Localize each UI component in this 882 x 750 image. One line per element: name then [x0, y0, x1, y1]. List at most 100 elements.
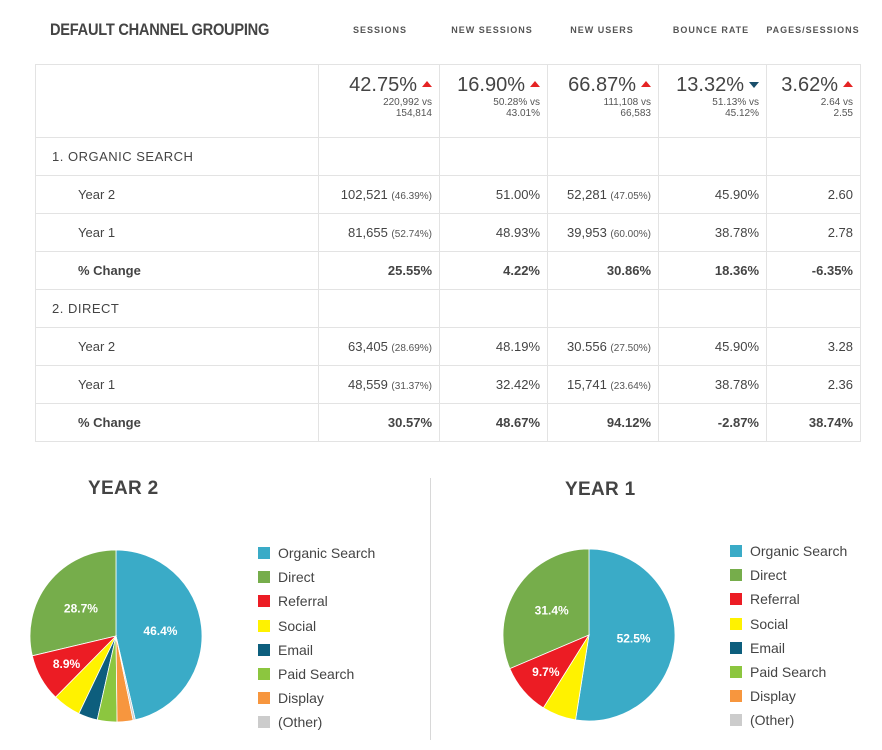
legend-item-direct: Direct [730, 563, 847, 587]
legend-label: Direct [750, 567, 787, 584]
row-label: Year 2 [35, 175, 319, 214]
col-header-pages-sessions: PAGES/SESSIONS [766, 25, 860, 35]
legend-label: Organic Search [278, 545, 376, 562]
legend-swatch [258, 668, 270, 681]
cell-bounce-rate: 38.78% [658, 213, 767, 252]
table-row-change: % Change 30.57% 48.67% 94.12% -2.87% 38.… [35, 403, 861, 442]
table-row: Year 2 63,405 (28.69%) 48.19% 30.556 (27… [35, 327, 861, 366]
channel-grouping-table: 42.75% 220,992 vs 154,814 16.90% 50.28% v… [35, 64, 861, 442]
cell-new-users: 94.12% [547, 403, 659, 442]
report-title: DEFAULT CHANNEL GROUPING [50, 20, 270, 39]
legend-swatch [258, 643, 270, 656]
legend-item-organic-search: Organic Search [730, 539, 847, 563]
legend-label: (Other) [278, 714, 323, 731]
legend-swatch [730, 545, 742, 558]
pie-chart-year-2: 46.4% 28.7% 8.9% [29, 549, 203, 723]
cell-new-sessions: 48.67% [439, 403, 548, 442]
legend-item-organic-search: Organic Search [258, 541, 375, 565]
cell-sessions: 48,559 (31.37%) [318, 365, 440, 404]
col-header-sessions: SESSIONS [352, 25, 407, 35]
row-label: Year 1 [35, 213, 319, 252]
legend-item-social: Social [730, 612, 847, 636]
cell-new-users: 30.86% [547, 251, 659, 290]
summary-new-users: 66.87% 111,108 vs 66,583 [547, 64, 659, 138]
legend-swatch [258, 619, 270, 632]
legend-swatch [258, 595, 270, 608]
trend-down-icon [749, 81, 759, 88]
cell-pages: 2.78 [766, 213, 861, 252]
legend-swatch [730, 593, 742, 606]
cell-bounce-rate: 18.36% [658, 251, 767, 290]
table-row: Year 2 102,521 (46.39%) 51.00% 52,281 (4… [35, 175, 861, 214]
summary-row: 42.75% 220,992 vs 154,814 16.90% 50.28% v… [35, 64, 861, 138]
cell-new-sessions: 48.19% [439, 327, 548, 366]
legend-item-referral: Referral [730, 587, 847, 611]
legend-item-social: Social [258, 614, 375, 638]
pie-slice-organic-search [115, 549, 203, 721]
cell-pages: 3.28 [766, 327, 861, 366]
chart-divider [430, 478, 431, 740]
legend-label: Social [750, 615, 789, 632]
row-label: % Change [35, 403, 319, 442]
table-row: Year 1 81,655 (52.74%) 48.93% 39,953 (60… [35, 213, 861, 252]
cell-bounce-rate: 38.78% [658, 365, 767, 404]
section-header-row: 1. ORGANIC SEARCH [35, 137, 861, 176]
summary-new-sessions: 16.90% 50.28% vs 43.01% [439, 64, 548, 138]
cell-pages: 2.60 [766, 175, 861, 214]
legend-item-paid-search: Paid Search [258, 662, 375, 686]
col-header-bounce-rate: BOUNCE RATE [672, 25, 750, 35]
trend-up-icon [422, 80, 432, 87]
legend-label: Referral [278, 593, 328, 610]
section-header-row: 2. DIRECT [35, 289, 861, 328]
cell-pages: 38.74% [766, 403, 861, 442]
legend-label: Display [750, 688, 796, 705]
pie-label-direct: 28.7% [64, 601, 98, 615]
cell-new-sessions: 4.22% [439, 251, 548, 290]
legend-swatch [730, 641, 742, 654]
cell-sessions: 30.57% [318, 403, 440, 442]
legend-swatch [258, 692, 270, 705]
pie-slice-social [542, 634, 590, 721]
legend-label: Referral [750, 591, 800, 608]
summary-bounce-rate: 13.32% 51.13% vs 45.12% [658, 64, 767, 138]
chart-title-year-2: YEAR 2 [88, 478, 159, 499]
cell-new-sessions: 48.93% [439, 213, 548, 252]
legend-item-display: Display [730, 684, 847, 708]
col-header-new-sessions: NEW SESSIONS [451, 25, 533, 35]
pie-label-direct: 31.4% [535, 603, 569, 617]
legend-swatch [730, 617, 742, 630]
legend-item-email: Email [258, 638, 375, 662]
cell-sessions: 81,655 (52.74%) [318, 213, 440, 252]
cell-bounce-rate: 45.90% [658, 327, 767, 366]
legend-label: Paid Search [750, 664, 827, 681]
pie-label-organic-search: 46.4% [143, 624, 177, 638]
trend-up-icon [843, 80, 853, 87]
cell-sessions: 63,405 (28.69%) [318, 327, 440, 366]
table-row: Year 1 48,559 (31.37%) 32.42% 15,741 (23… [35, 365, 861, 404]
pie-slice-direct [502, 548, 590, 670]
legend-item-email: Email [730, 636, 847, 660]
summary-pages-sessions: 3.62% 2.64 vs 2.55 [766, 64, 861, 138]
legend-label: Organic Search [750, 543, 848, 560]
cell-new-users: 15,741 (23.64%) [547, 365, 659, 404]
row-label: % Change [35, 251, 319, 290]
legend-item-display: Display [258, 686, 375, 710]
cell-bounce-rate: -2.87% [658, 403, 767, 442]
pie-label-organic-search: 52.5% [617, 632, 651, 646]
legend-swatch [730, 569, 742, 582]
trend-up-icon [641, 80, 651, 87]
legend-swatch [730, 666, 742, 679]
cell-new-sessions: 32.42% [439, 365, 548, 404]
legend-swatch [258, 716, 270, 729]
pie-slice-other [115, 635, 136, 721]
summary-label-cell [35, 64, 319, 138]
legend-swatch [258, 547, 270, 560]
legend-label: Social [278, 617, 317, 634]
pie-label-referral: 8.9% [53, 657, 81, 671]
legend-item-other: (Other) [730, 708, 847, 732]
legend-item-other: (Other) [258, 710, 375, 734]
section-title: 2. DIRECT [35, 289, 319, 328]
cell-new-users: 39,953 (60.00%) [547, 213, 659, 252]
cell-bounce-rate: 45.90% [658, 175, 767, 214]
